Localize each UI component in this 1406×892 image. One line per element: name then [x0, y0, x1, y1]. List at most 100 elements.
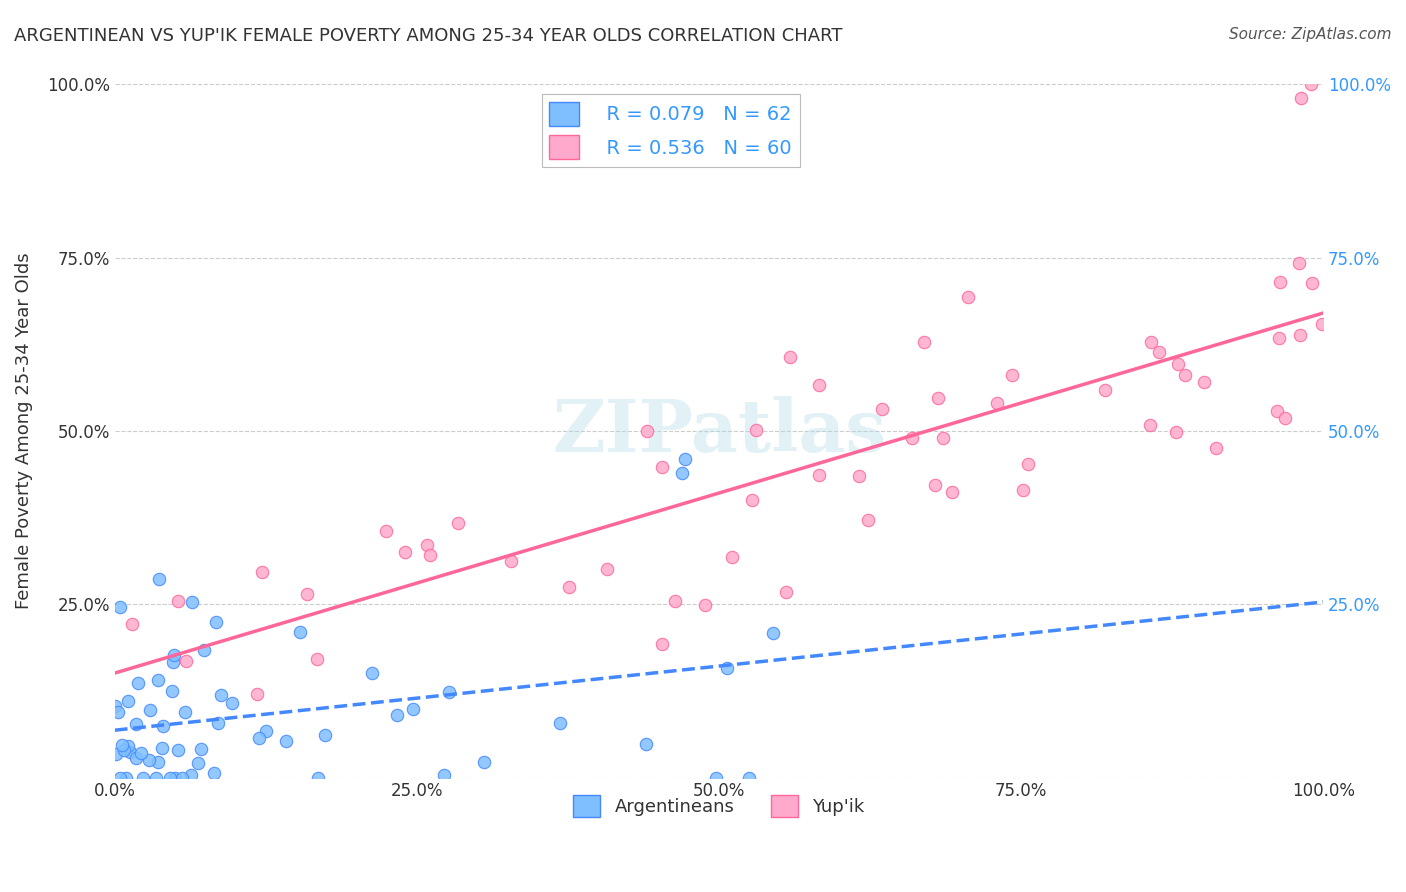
Argentineans [202, 766, 225, 780]
Argentineans [187, 756, 209, 771]
Argentineans [125, 751, 148, 765]
Yup'ik [636, 425, 658, 439]
Yup'ik [1268, 275, 1291, 289]
Argentineans [307, 771, 329, 785]
Yup'ik [932, 431, 955, 445]
Argentineans [193, 642, 215, 657]
Yup'ik [1012, 483, 1035, 497]
Argentineans [385, 707, 408, 722]
Yup'ik [250, 566, 273, 580]
Yup'ik [1164, 425, 1187, 440]
Argentineans [110, 771, 132, 785]
Argentineans [139, 703, 162, 717]
Yup'ik [1268, 331, 1291, 345]
Text: ARGENTINEAN VS YUP'IK FEMALE POVERTY AMONG 25-34 YEAR OLDS CORRELATION CHART: ARGENTINEAN VS YUP'IK FEMALE POVERTY AMO… [14, 27, 842, 45]
Argentineans [148, 673, 170, 688]
Yup'ik [1140, 335, 1163, 350]
Argentineans [472, 755, 495, 769]
Yup'ik [693, 599, 716, 613]
Yup'ik [295, 587, 318, 601]
Argentineans [148, 573, 170, 587]
Argentineans [288, 624, 311, 639]
Yup'ik [499, 554, 522, 568]
Argentineans [762, 625, 785, 640]
Argentineans [160, 683, 183, 698]
Yup'ik [664, 594, 686, 608]
Yup'ik [174, 654, 197, 668]
Argentineans [254, 723, 277, 738]
Argentineans [209, 688, 232, 702]
Yup'ik [1301, 78, 1323, 92]
Argentineans [247, 731, 270, 746]
Yup'ik [912, 334, 935, 349]
Argentineans [172, 771, 194, 785]
Yup'ik [557, 580, 579, 594]
Yup'ik [1265, 404, 1288, 418]
Argentineans [132, 771, 155, 785]
Yup'ik [375, 524, 398, 538]
Yup'ik [416, 538, 439, 552]
Argentineans [167, 743, 190, 757]
Argentineans [150, 741, 173, 756]
Argentineans [111, 738, 134, 752]
Yup'ik [986, 395, 1008, 409]
Yup'ik [779, 350, 801, 364]
Yup'ik [927, 392, 949, 406]
Argentineans [110, 599, 132, 614]
Yup'ik [848, 469, 870, 483]
Argentineans [704, 771, 727, 785]
Yup'ik [246, 687, 269, 701]
Argentineans [162, 655, 184, 669]
Argentineans [138, 753, 160, 767]
Yup'ik [394, 545, 416, 559]
Argentineans [104, 699, 127, 714]
Yup'ik [856, 513, 879, 527]
Yup'ik [1289, 327, 1312, 342]
Yup'ik [1274, 411, 1296, 425]
Argentineans [437, 685, 460, 699]
Yup'ik [924, 478, 946, 492]
Argentineans [107, 705, 129, 719]
Yup'ik [745, 424, 768, 438]
Yup'ik [1192, 376, 1215, 390]
Argentineans [433, 768, 456, 782]
Argentineans [179, 768, 201, 782]
Argentineans [190, 742, 212, 756]
Argentineans [159, 771, 181, 785]
Yup'ik [1167, 357, 1189, 371]
Yup'ik [596, 562, 619, 576]
Argentineans [314, 728, 336, 742]
Yup'ik [870, 402, 893, 417]
Argentineans [165, 771, 187, 785]
Argentineans [207, 716, 229, 731]
Text: Source: ZipAtlas.com: Source: ZipAtlas.com [1229, 27, 1392, 42]
Yup'ik [741, 493, 763, 508]
Yup'ik [1288, 256, 1310, 270]
Argentineans [276, 734, 298, 748]
Yup'ik [447, 516, 470, 531]
Yup'ik [721, 549, 744, 564]
Yup'ik [941, 484, 963, 499]
Argentineans [145, 771, 167, 785]
Text: ZIPatlas: ZIPatlas [553, 395, 886, 467]
Yup'ik [1205, 441, 1227, 455]
Argentineans [117, 694, 139, 708]
Argentineans [361, 666, 384, 681]
Argentineans [401, 702, 423, 716]
Argentineans [105, 747, 128, 761]
Yup'ik [775, 584, 797, 599]
Argentineans [181, 595, 204, 609]
Yup'ik [1301, 276, 1323, 290]
Yup'ik [1312, 317, 1334, 331]
Argentineans [205, 615, 228, 630]
Argentineans [120, 745, 142, 759]
Yup'ik [1289, 91, 1312, 105]
Yup'ik [808, 378, 831, 392]
Argentineans [146, 755, 169, 769]
Argentineans [124, 717, 146, 731]
Argentineans [634, 738, 657, 752]
Argentineans [117, 739, 139, 753]
Y-axis label: Female Poverty Among 25-34 Year Olds: Female Poverty Among 25-34 Year Olds [15, 252, 32, 609]
Yup'ik [1139, 417, 1161, 432]
Argentineans [738, 771, 761, 785]
